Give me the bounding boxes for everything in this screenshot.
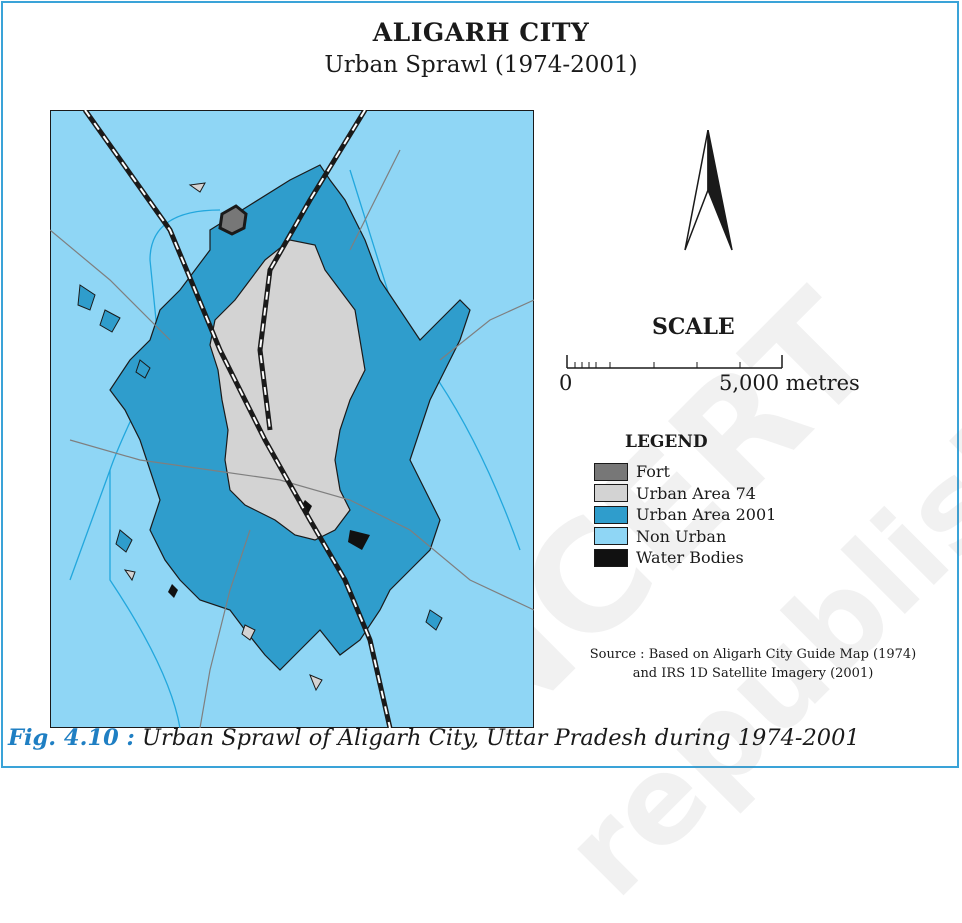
fort-swatch — [594, 462, 628, 481]
map-subtitle: Urban Sprawl (1974-2001) — [324, 52, 638, 78]
scale-zero-label: 0 — [559, 371, 573, 395]
legend-item-non-urban: Non Urban — [594, 526, 776, 548]
non-urban-swatch — [594, 527, 628, 546]
figure-number: Fig. 4.10 : — [8, 725, 135, 751]
urban-patches-1974 — [123, 182, 323, 692]
source-line-2: and IRS 1D Satellite Imagery (2001) — [632, 666, 874, 681]
legend-label: Urban Area 2001 — [636, 505, 777, 525]
legend-title: LEGEND — [625, 432, 708, 452]
legend: Fort Urban Area 74 Urban Area 2001 Non U… — [594, 461, 776, 569]
north-arrow-icon — [684, 130, 733, 251]
legend-item-water-bodies: Water Bodies — [594, 547, 776, 569]
figure-caption: Fig. 4.10 : Urban Sprawl of Aligarh City… — [8, 725, 958, 751]
urban-74-swatch — [594, 484, 628, 503]
legend-label: Non Urban — [636, 526, 727, 546]
urban-sprawl-map — [50, 110, 534, 728]
legend-label: Fort — [636, 462, 670, 482]
legend-item-fort: Fort — [594, 461, 776, 483]
legend-item-urban-2001: Urban Area 2001 — [594, 504, 776, 526]
source-line-1: Source : Based on Aligarh City Guide Map… — [589, 647, 917, 662]
map-title: ALIGARH CITY — [372, 18, 590, 47]
urban-area-1974 — [209, 239, 366, 541]
caption-text: Urban Sprawl of Aligarh City, Uttar Prad… — [134, 725, 860, 751]
urban-2001-swatch — [594, 505, 628, 524]
railway-lines — [82, 110, 393, 728]
fort-polygon — [218, 204, 248, 236]
water-bodies-swatch — [594, 548, 628, 567]
scale-end-label: 5,000 metres — [719, 371, 860, 395]
internal-roads — [50, 149, 534, 728]
page-border — [1, 1, 959, 768]
scale-bar — [566, 355, 783, 369]
legend-label: Urban Area 74 — [636, 483, 756, 503]
legend-item-urban-74: Urban Area 74 — [594, 483, 776, 505]
source-note: Source : Based on Aligarh City Guide Map… — [546, 645, 960, 683]
legend-label: Water Bodies — [636, 548, 744, 568]
urban-patches-2001 — [77, 284, 443, 631]
scale-title: SCALE — [652, 314, 735, 340]
